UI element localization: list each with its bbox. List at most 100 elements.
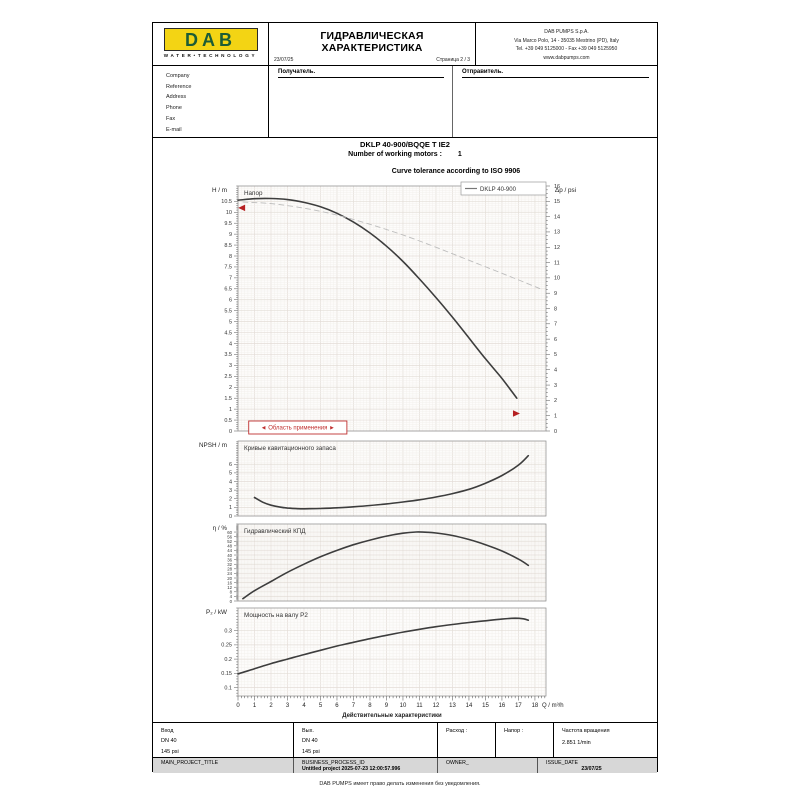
ytick-label: 8 [229,254,232,260]
inlet-label: Вход [161,728,174,734]
process-id-cell: BUSINESS_PROCESS_ID Untitled project 202… [294,758,438,773]
curve-tolerance-note: Curve tolerance according to ISO 9906 [391,168,521,175]
ytick-label: 3 [229,488,232,494]
ytick-label: 10 [226,210,232,216]
y2tick-label: 11 [554,260,560,266]
project-info-bar: MAIN_PROJECT_TITLE BUSINESS_PROCESS_ID U… [153,758,657,773]
xtick-label: 6 [335,703,339,709]
xtick-label: 11 [416,703,423,709]
recipient-cell: Получатель. [269,66,453,137]
ytick-label: 0.3 [224,629,232,635]
ytick-label: 2.5 [224,374,232,380]
chart-inner-title: Мощность на валу P2 [244,612,308,619]
header-meta: 23/07/25 Страница 2 / 3 [274,57,470,63]
y2tick-label: 3 [554,383,557,389]
xtick-label: 16 [499,703,506,709]
connections-table: Вход DN 40 145 psi Вых. DN 40 145 psi Ра… [153,723,657,758]
ytick-label: 2 [229,497,232,503]
y2tick-label: 1 [554,413,557,419]
ytick-label: 24 [227,571,232,576]
hydraulic-charts: 0 0.5 1 1.5 2 2.5 3 3.5 4 4.5 5 5.5 6 6.5 7 7.5 8 8.5 9 9.5… [199,181,576,719]
document-date: 23/07/25 [274,57,294,63]
disclaimer-text: DAB PUMPS имеет право делать изменения б… [319,781,481,787]
field-phone: Phone [166,105,182,112]
charts-panel: 0 0.5 1 1.5 2 2.5 3 3.5 4 4.5 5 5.5 6 6.5 7 7.5 8 8.5 9 9.5… [153,138,657,723]
ytick-label: 52 [227,539,232,544]
ytick-label: 4.5 [224,330,232,336]
curve-Δp [242,201,541,290]
ytick-label: 20 [227,576,232,581]
ytick-label: 0 [229,429,232,435]
x-axis-unit: Q / m³/h [542,703,564,709]
y2tick-label: 14 [554,214,560,220]
inlet-cell: Вход DN 40 145 psi [153,723,294,757]
ytick-label: 48 [227,544,232,549]
pump-model: DKLP 40-900/BQQE T IE2 [360,140,450,149]
contact-field-labels: Company Reference Address Phone Fax E-ma… [153,66,269,137]
ytick-label: 9.5 [224,221,232,227]
chart-inner-title: Напор [244,190,263,197]
curve-η [242,531,530,600]
y2tick-label: 5 [554,352,557,358]
outlet-pressure: 145 psi [302,748,320,755]
ytick-label: 7 [229,276,232,282]
field-address: Address [166,94,187,101]
ytick-label: 4 [229,479,232,485]
ytick-label: 0 [229,514,232,520]
curve-DKLP 40-900 [237,197,518,399]
y-axis-label: NPSH / m [199,442,227,449]
project-title-cell: MAIN_PROJECT_TITLE [153,758,294,773]
ytick-label: 0.2 [224,657,232,663]
speed-value: 2.851 1/min [562,740,591,747]
curve-P2 [237,617,530,675]
y-axis-label: η / % [213,525,228,532]
dab-logo: DAB [163,28,258,51]
ytick-label: 36 [227,557,232,562]
inlet-pressure: 145 psi [161,748,179,755]
y2tick-label: 2 [554,398,557,404]
xtick-label: 7 [352,703,356,709]
ytick-label: 28 [227,567,232,572]
ytick-label: 32 [227,562,232,567]
xtick-label: 8 [368,703,372,709]
y-axis-label: H / m [212,187,227,194]
ytick-label: 8 [230,590,233,595]
datasheet-page: DAB WATER•TECHNOLOGY ГИДРАВЛИЧЕСКАЯ ХАРА… [152,22,658,773]
speed-label: Частота вращения [562,728,610,734]
outlet-dn: DN 40 [302,738,318,745]
chart-inner-title: Кривые кавитационного запаса [244,445,336,452]
flow-cell: Расход : [438,723,496,757]
field-email: E-mail [166,126,182,133]
owner-cell: OWNER_ [438,758,538,773]
chart-head: 0 0.5 1 1.5 2 2.5 3 3.5 4 4.5 5 5.5 6 6.5 7 7.5 8 8.5 9 9.5… [212,181,576,435]
ytick-label: 7.5 [224,265,232,271]
application-range-box [248,420,348,435]
xtick-label: 9 [385,703,389,709]
ytick-label: 5 [229,471,232,477]
company-street: Via Marco Polo, 14 - 35035 Mestrino (PD)… [514,37,619,44]
xtick-label: 1 [253,703,257,709]
y2tick-label: 6 [554,337,557,343]
ytick-label: 56 [227,534,232,539]
xtick-label: 10 [400,703,407,709]
ytick-label: 4 [230,594,233,599]
header-title-cell: ГИДРАВЛИЧЕСКАЯ ХАРАКТЕРИСТИКА 23/07/25 С… [269,23,476,65]
legend-label: DKLP 40-900 [480,187,517,193]
chart-npsh: 0 1 2 3 4 5 6 NPSH / m Кривые кавитационного зап… [199,440,547,520]
ytick-label: 9 [229,232,232,238]
process-id-label: BUSINESS_PROCESS_ID [302,759,365,766]
issue-date-cell: ISSUE_DATE 23/07/25 [538,758,657,773]
contact-form: Company Reference Address Phone Fax E-ma… [153,66,657,138]
flow-label: Расход : [446,728,468,734]
y2tick-label: 8 [554,306,557,312]
xtick-label: 14 [466,703,473,709]
y2tick-label: 7 [554,322,557,328]
ytick-label: 5.5 [224,308,232,314]
document-title: ГИДРАВЛИЧЕСКАЯ ХАРАКТЕРИСТИКА [320,30,424,54]
ytick-label: 4 [229,341,232,347]
outlet-label: Вых. [302,728,314,734]
company-name: DAB PUMPS S.p.A. [544,29,589,35]
company-phone: Tel. +39 049 5125000 - Fax +39 049 51259… [515,46,618,52]
ytick-label: 0.1 [224,685,232,691]
ytick-label: 3 [229,363,232,369]
